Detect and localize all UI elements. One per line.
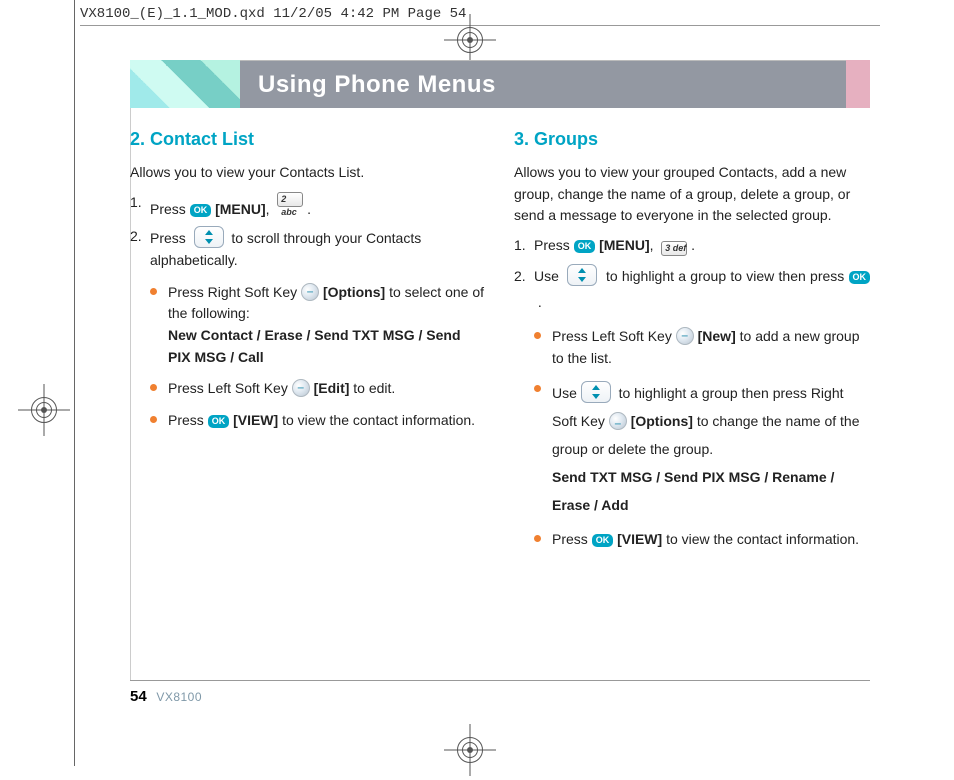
text: to view the contact information.: [666, 531, 859, 547]
text: Press: [552, 531, 588, 547]
text: Press: [534, 237, 570, 253]
text: Use: [552, 385, 577, 401]
bullet-options: Use to highlight a group then press Righ…: [514, 379, 870, 519]
bullet-options: Press Right Soft Key [Options] to select…: [130, 282, 486, 369]
menu-label: [MENU]: [599, 237, 650, 253]
print-job-header: VX8100_(E)_1.1_MOD.qxd 11/2/05 4:42 PM P…: [80, 6, 466, 22]
left-soft-key-icon: [676, 327, 694, 345]
text: Press: [150, 230, 186, 246]
section-heading-contact-list: 2. Contact List: [130, 126, 486, 154]
right-column: 3. Groups Allows you to view your groupe…: [514, 122, 870, 561]
label: [New]: [698, 328, 736, 344]
left-column: 2. Contact List Allows you to view your …: [130, 122, 486, 561]
options-list: New Contact / Erase / Send TXT MSG / Sen…: [168, 327, 461, 365]
text: Press Left Soft Key: [168, 380, 288, 396]
keypad-3-icon: 3 def: [661, 241, 687, 256]
keypad-2-icon: 2 abc: [277, 192, 303, 207]
text: Press: [150, 201, 186, 217]
ok-button-icon: OK: [208, 415, 230, 428]
bullet-new: Press Left Soft Key [New] to add a new g…: [514, 326, 870, 369]
nav-up-down-icon: [581, 381, 611, 403]
ok-button-icon: OK: [592, 534, 614, 547]
text: Use: [534, 268, 559, 284]
right-soft-key-icon: [301, 283, 319, 301]
label: [VIEW]: [617, 531, 662, 547]
text: Press Left Soft Key: [552, 328, 672, 344]
text: to edit.: [353, 380, 395, 396]
model-name: VX8100: [156, 690, 202, 704]
step-1: 1. Press OK [MENU], 3 def .: [514, 235, 870, 257]
label: [Options]: [631, 413, 693, 429]
menu-label: [MENU]: [215, 201, 266, 217]
ok-button-icon: OK: [849, 271, 871, 284]
text: to view the contact information.: [282, 412, 475, 428]
label: [VIEW]: [233, 412, 278, 428]
options-list: Send TXT MSG / Send PIX MSG / Rename / E…: [552, 469, 834, 513]
nav-up-down-icon: [567, 264, 597, 286]
groups-intro: Allows you to view your grouped Contacts…: [514, 162, 870, 227]
text: to scroll through your Contacts alphabet…: [150, 230, 421, 268]
label: [Options]: [323, 284, 385, 300]
label: [Edit]: [314, 380, 350, 396]
text: Press: [168, 412, 204, 428]
bullet-edit: Press Left Soft Key [Edit] to edit.: [130, 378, 486, 400]
registration-mark-bottom: [440, 720, 500, 780]
section-heading-groups: 3. Groups: [514, 126, 870, 154]
header-thumbnail-image: [130, 60, 240, 108]
registration-mark-left: [14, 380, 74, 440]
bullet-view: Press OK [VIEW] to view the contact info…: [514, 529, 870, 551]
page-number: 54: [130, 688, 147, 705]
section-color-tab: [846, 60, 870, 108]
right-soft-key-icon: [609, 412, 627, 430]
step-2: 2. Press to scroll through your Contacts…: [130, 226, 486, 271]
left-soft-key-icon: [292, 379, 310, 397]
page-footer: 54 VX8100: [130, 688, 202, 705]
page-header-band: Using Phone Menus: [130, 60, 870, 108]
left-crop-line: [74, 0, 75, 766]
text: Press Right Soft Key: [168, 284, 297, 300]
ok-button-icon: OK: [190, 204, 212, 217]
page-title: Using Phone Menus: [240, 60, 846, 108]
contact-list-intro: Allows you to view your Contacts List.: [130, 162, 486, 184]
step-2: 2. Use to highlight a group to view then…: [514, 263, 870, 316]
bullet-view: Press OK [VIEW] to view the contact info…: [130, 410, 486, 432]
footer-rule: [130, 680, 870, 681]
ok-button-icon: OK: [574, 240, 596, 253]
nav-up-down-icon: [194, 226, 224, 248]
text: to highlight a group to view then press: [606, 268, 844, 284]
step-1: 1. Press OK [MENU], 2 abc .: [130, 192, 486, 221]
